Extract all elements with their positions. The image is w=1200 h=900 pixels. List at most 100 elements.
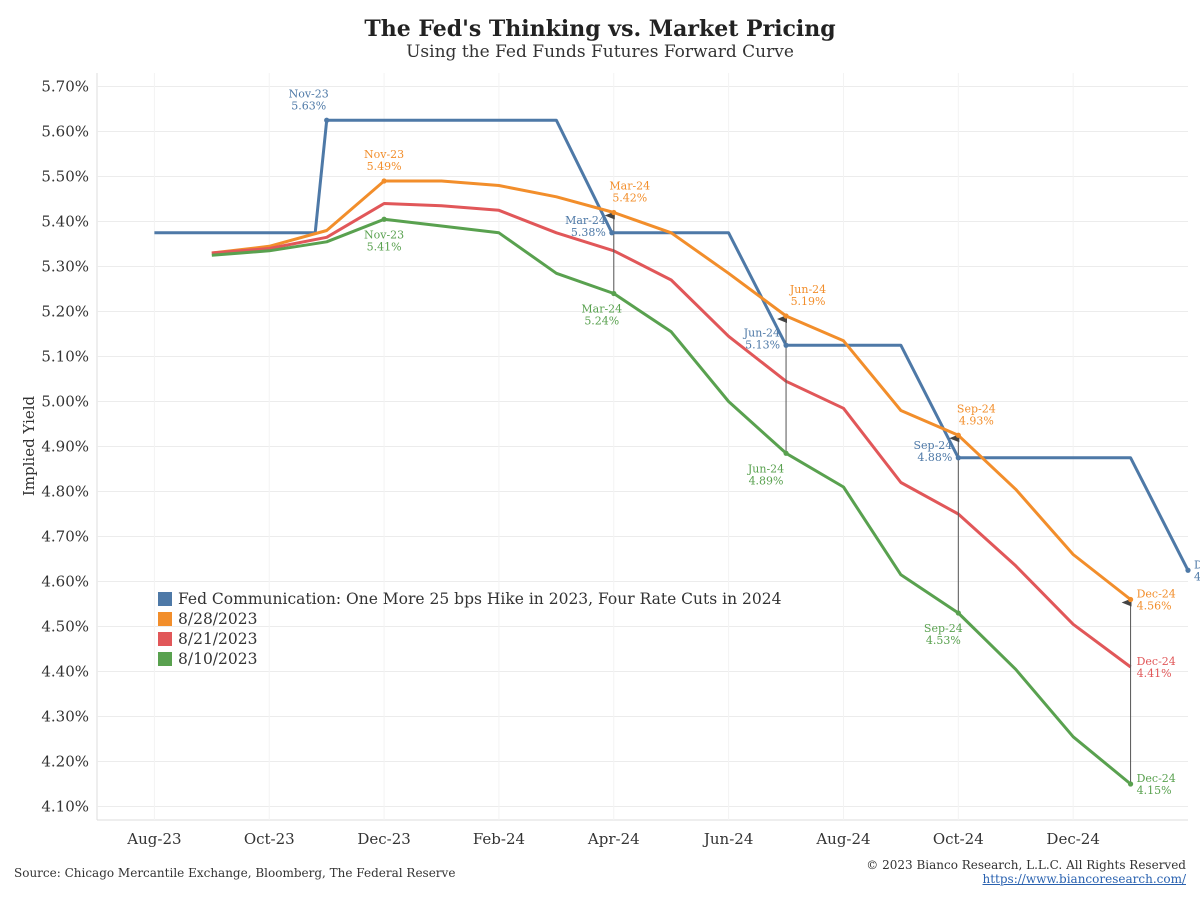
legend-label: 8/28/2023 xyxy=(178,610,258,628)
y-tick-label: 4.60% xyxy=(41,573,89,591)
y-tick-label: 4.70% xyxy=(41,528,89,546)
copyright: © 2023 Bianco Research, L.L.C. All Right… xyxy=(866,858,1186,872)
y-tick-label: 4.20% xyxy=(41,753,89,771)
series-line-2 xyxy=(211,202,1132,669)
y-tick-label: 4.30% xyxy=(41,708,89,726)
data-label-value: 4.56% xyxy=(1137,600,1172,613)
y-tick-label: 4.50% xyxy=(41,618,89,636)
y-tick-label: 4.90% xyxy=(41,438,89,456)
data-label-value: 4.93% xyxy=(959,414,994,427)
x-axis-ticks: Aug-23 Oct-23 Dec-23 Feb-24 Apr-24 Jun-24 Aug-… xyxy=(126,830,1100,848)
legend-item-0810: 8/10/2023 xyxy=(158,649,781,669)
data-label-month: Jun-24 xyxy=(747,462,784,475)
data-label-value: 5.13% xyxy=(745,338,780,351)
data-label-month: Dec-24 xyxy=(1137,655,1176,668)
data-label-month: Mar-24 xyxy=(565,214,606,227)
series-line-3 xyxy=(211,217,1132,786)
y-tick-label: 5.40% xyxy=(41,213,89,231)
data-label-value: 4.15% xyxy=(1137,784,1172,797)
legend-label: Fed Communication: One More 25 bps Hike … xyxy=(178,590,782,608)
series-dots xyxy=(324,117,1191,787)
legend-swatch xyxy=(158,632,172,646)
data-point xyxy=(1185,567,1191,573)
arrows xyxy=(604,211,1132,783)
x-tick-label: Dec-24 xyxy=(1046,830,1099,848)
data-point xyxy=(381,178,387,184)
x-tick-label: Apr-24 xyxy=(587,830,640,848)
series-lines xyxy=(154,118,1190,786)
data-label-value: 4.41% xyxy=(1137,667,1172,680)
x-tick-label: Jun-24 xyxy=(702,830,754,848)
data-point xyxy=(955,610,961,616)
source-note: Source: Chicago Mercantile Exchange, Blo… xyxy=(14,866,456,880)
legend-swatch xyxy=(158,592,172,606)
legend: Fed Communication: One More 25 bps Hike … xyxy=(158,589,781,669)
y-tick-label: 5.10% xyxy=(41,348,89,366)
data-point xyxy=(381,216,387,222)
x-tick-label: Oct-24 xyxy=(933,830,984,848)
series-line-0 xyxy=(154,118,1190,571)
data-label-value: 5.19% xyxy=(791,295,826,308)
legend-item-0828: 8/28/2023 xyxy=(158,609,781,629)
data-label-value: 4.88% xyxy=(917,451,952,464)
legend-label: 8/10/2023 xyxy=(178,650,258,668)
data-label-month: Nov-23 xyxy=(364,228,404,241)
data-label-month: Dec-24 xyxy=(1137,772,1176,785)
data-label-month: Jun-24 xyxy=(789,283,826,296)
data-point xyxy=(611,209,617,216)
chart-subtitle: Using the Fed Funds Futures Forward Curv… xyxy=(406,42,794,62)
y-tick-label: 5.30% xyxy=(41,258,89,276)
data-labels: Nov-235.63%Mar-245.38%Jun-245.13%Sep-244… xyxy=(289,87,1200,797)
data-label-value: 4.63% xyxy=(1194,570,1200,583)
data-point xyxy=(783,313,789,319)
y-axis-label: Implied Yield xyxy=(20,395,38,496)
data-label-month: Sep-24 xyxy=(924,622,963,635)
data-point xyxy=(1127,596,1134,603)
data-point xyxy=(955,432,961,438)
data-label-month: Sep-24 xyxy=(957,402,996,415)
data-label-value: 4.89% xyxy=(749,474,784,487)
x-tick-label: Aug-24 xyxy=(815,830,870,848)
data-point xyxy=(955,455,961,461)
data-label-month: Sep-24 xyxy=(914,439,953,452)
data-label-value: 5.49% xyxy=(367,160,402,173)
data-label-value: 5.41% xyxy=(367,240,402,253)
y-tick-label: 5.00% xyxy=(41,393,89,411)
data-label-month: Nov-23 xyxy=(289,87,329,100)
data-label-value: 5.63% xyxy=(291,99,326,112)
website-link[interactable]: https://www.biancoresearch.com/ xyxy=(982,872,1186,886)
data-label-month: Jun-24 xyxy=(743,326,780,339)
y-tick-label: 4.40% xyxy=(41,663,89,681)
data-label-value: 5.24% xyxy=(584,315,619,328)
y-tick-label: 4.80% xyxy=(41,483,89,501)
x-tick-label: Dec-23 xyxy=(357,830,410,848)
data-label-month: Dec-24 xyxy=(1137,588,1176,601)
data-label-value: 5.42% xyxy=(612,192,647,205)
y-tick-label: 4.10% xyxy=(41,798,89,816)
data-label-month: Mar-24 xyxy=(581,303,622,316)
y-axis-ticks: 4.10% 4.20% 4.30% 4.40% 4.50% 4.60% 4.70% 4.80%… xyxy=(41,78,89,816)
data-point xyxy=(1127,781,1134,787)
legend-label: 8/21/2023 xyxy=(178,630,258,648)
legend-swatch xyxy=(158,652,172,666)
x-tick-label: Feb-24 xyxy=(473,830,525,848)
chart-title: The Fed's Thinking vs. Market Pricing xyxy=(364,16,836,42)
y-tick-label: 5.70% xyxy=(41,78,89,96)
data-label-month: Dec-24 xyxy=(1194,558,1200,571)
data-point xyxy=(609,230,615,236)
grid xyxy=(96,73,1188,821)
series-line-1 xyxy=(211,179,1132,601)
y-tick-label: 5.50% xyxy=(41,168,89,186)
data-point xyxy=(783,342,789,348)
data-label-month: Mar-24 xyxy=(609,180,650,193)
legend-swatch xyxy=(158,612,172,626)
x-tick-label: Oct-23 xyxy=(244,830,295,848)
data-label-value: 4.53% xyxy=(926,634,961,647)
data-point xyxy=(611,290,617,297)
data-label-month: Nov-23 xyxy=(364,148,404,161)
data-label-value: 5.38% xyxy=(571,226,606,239)
y-tick-label: 5.20% xyxy=(41,303,89,321)
legend-item-0821: 8/21/2023 xyxy=(158,629,781,649)
